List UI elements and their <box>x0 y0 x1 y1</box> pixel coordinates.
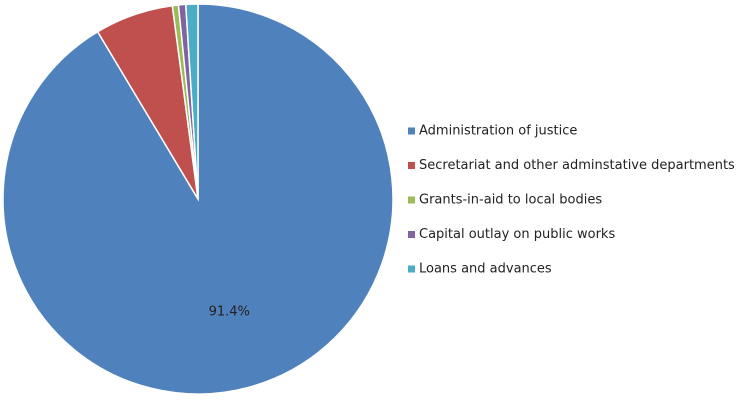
legend-label: Administration of justice <box>419 124 577 139</box>
legend-label: Grants-in-aid to local bodies <box>419 193 602 208</box>
legend-swatch <box>408 162 415 169</box>
data-label: 91.4% <box>209 304 250 319</box>
legend-label: Loans and advances <box>419 262 552 277</box>
legend-swatch <box>408 265 415 273</box>
legend-label: Capital outlay on public works <box>419 227 615 242</box>
legend-label: Secretariat and other adminstative depar… <box>419 158 735 173</box>
legend-swatch <box>408 231 415 238</box>
legend-swatch <box>408 127 415 135</box>
legend-swatch <box>408 196 415 204</box>
pie-slice <box>184 3 199 200</box>
